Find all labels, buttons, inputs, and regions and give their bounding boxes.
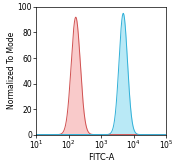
X-axis label: FITC-A: FITC-A <box>88 152 114 162</box>
Y-axis label: Normalized To Mode: Normalized To Mode <box>7 32 16 109</box>
